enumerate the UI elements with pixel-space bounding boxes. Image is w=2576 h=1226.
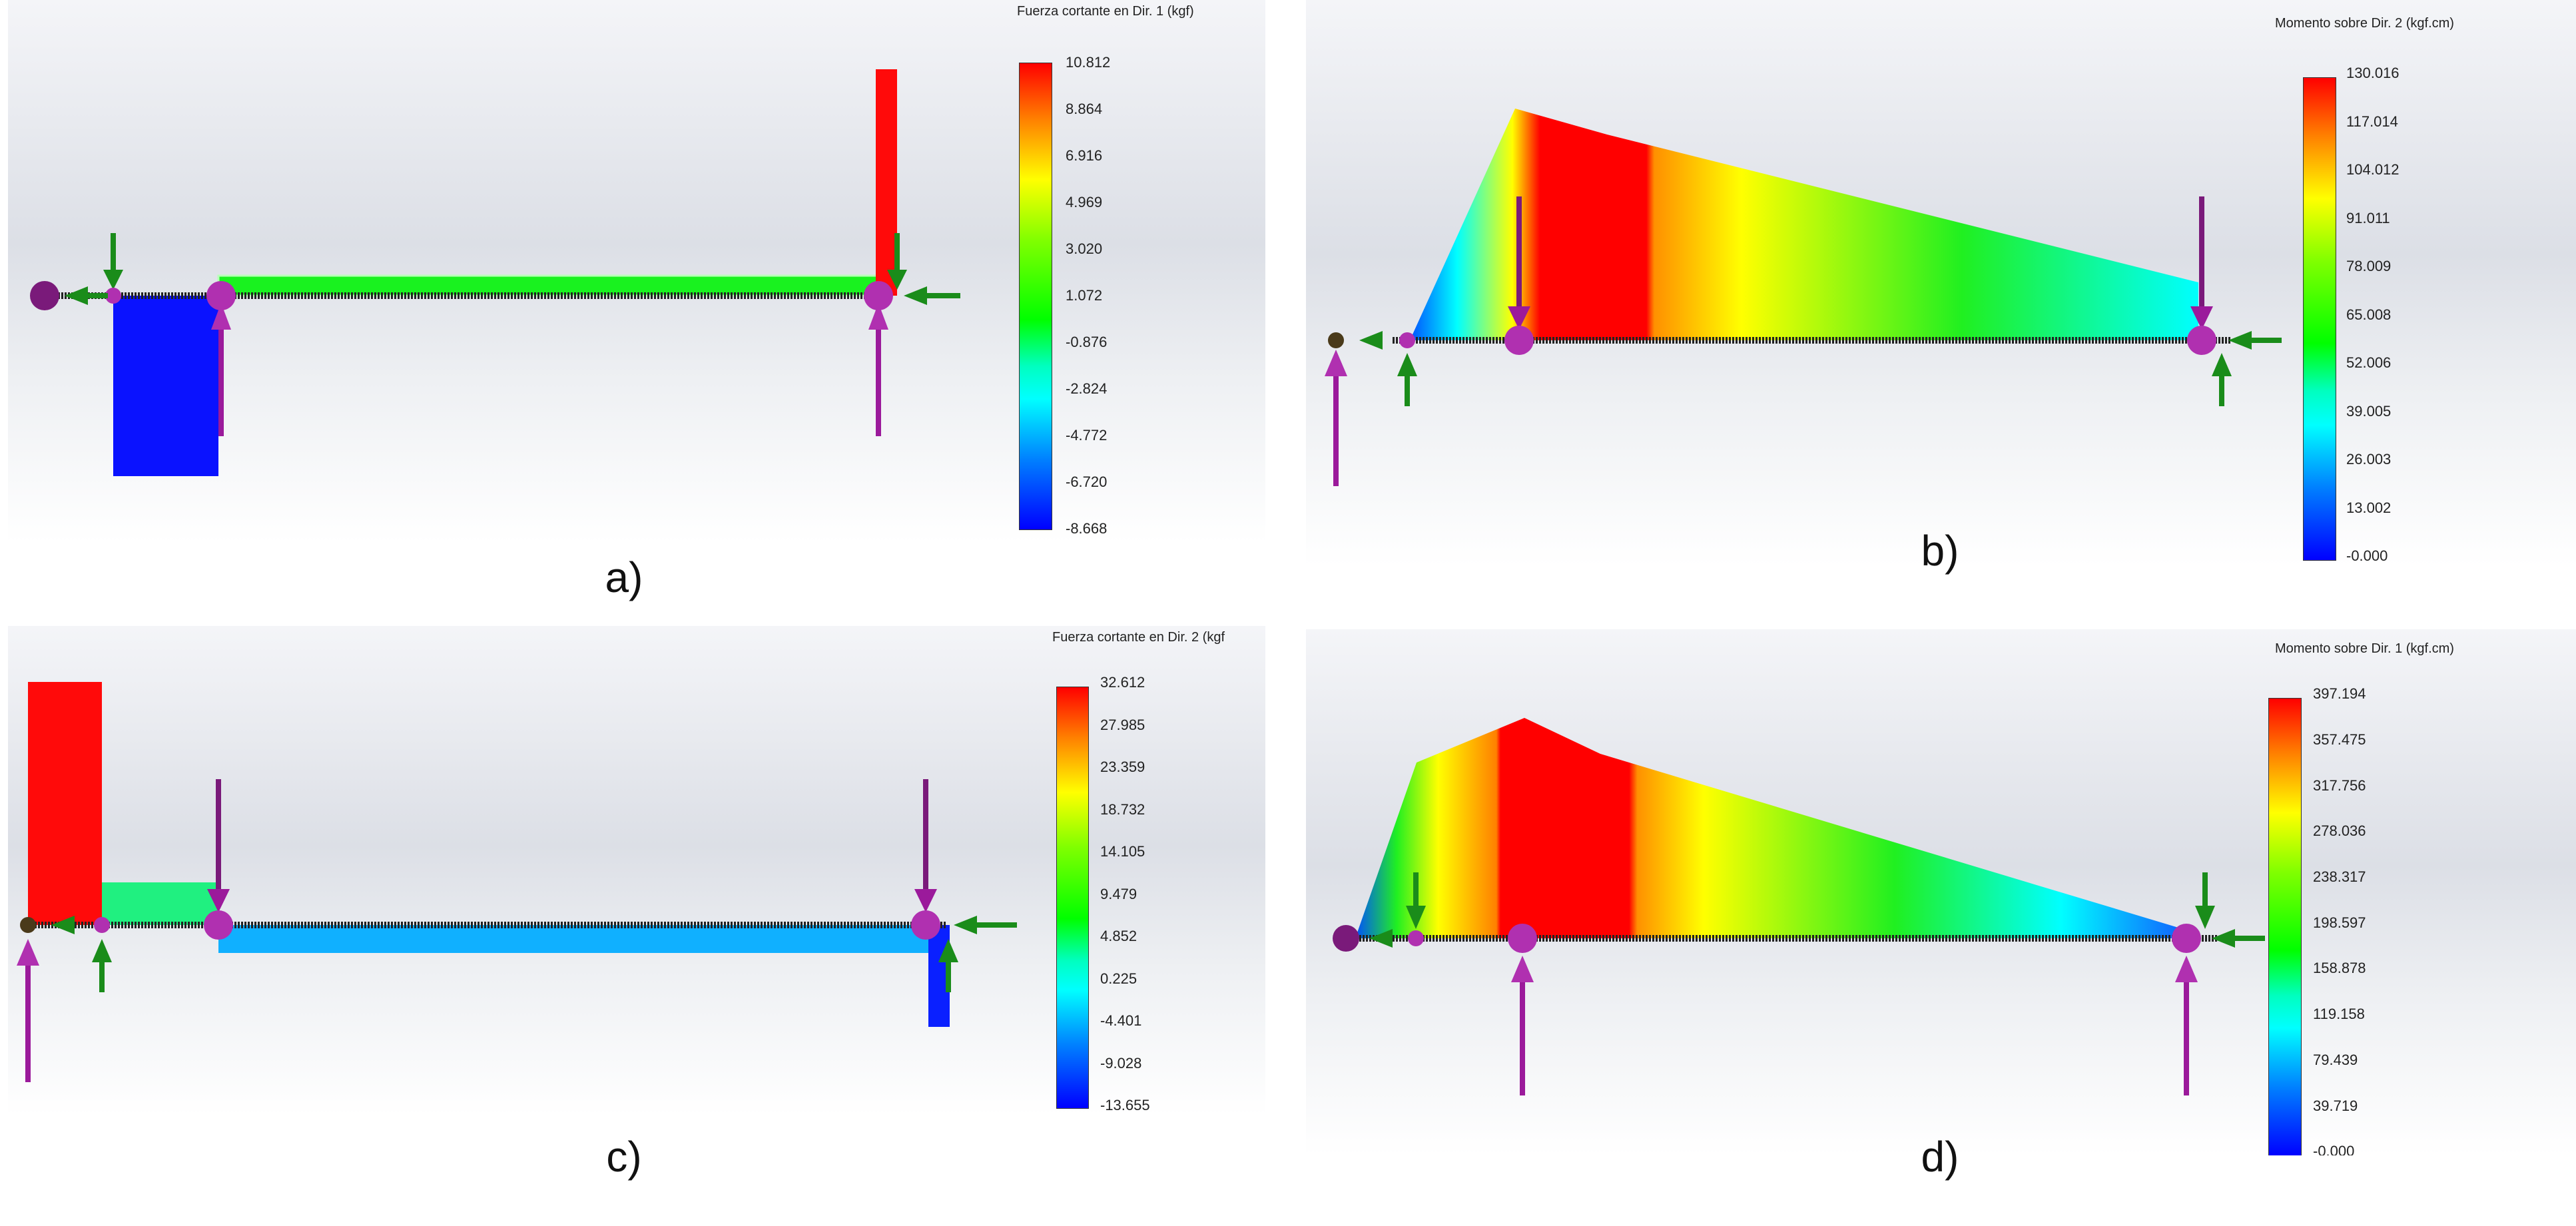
fixture-arrow-icon xyxy=(2212,331,2282,406)
shear-diagram-a xyxy=(30,69,960,476)
panel-caption-b: b) xyxy=(1921,527,1959,575)
reaction-arrow-icon xyxy=(1508,924,1537,1095)
fixture-arrow-icon xyxy=(887,233,960,305)
legend-tick: 13.002 xyxy=(2346,499,2392,516)
legend-tick: 18.732 xyxy=(1100,801,1145,818)
reaction-arrow-icon xyxy=(1325,332,1347,486)
legend-tick: 158.878 xyxy=(2313,960,2366,976)
fixed-support-icon xyxy=(1333,925,1359,952)
reaction-arrow-icon xyxy=(2172,924,2201,1095)
reaction-arrow-icon xyxy=(206,281,236,436)
legend-tick: -2.824 xyxy=(1066,380,1108,397)
panel-c-shear-dir2: Fuerza cortante en Dir. 2 (kgf 32.612 27… xyxy=(8,626,1265,1115)
legend-tick: 278.036 xyxy=(2313,822,2366,839)
legend-tick: 1.072 xyxy=(1066,287,1103,304)
legend-title: Fuerza cortante en Dir. 2 (kgf xyxy=(1052,630,1225,645)
legend-tick: -9.028 xyxy=(1100,1055,1142,1072)
panel-caption-d: d) xyxy=(1921,1133,1959,1181)
fixture-arrow-icon xyxy=(51,916,112,992)
color-scale-bar xyxy=(1056,687,1089,1109)
fixture-arrow-icon xyxy=(1359,331,1417,406)
fixture-arrow-icon xyxy=(2195,872,2265,948)
shear-block-max xyxy=(28,682,102,925)
legend-title: Momento sobre Dir. 2 (kgf.cm) xyxy=(2275,16,2454,31)
moment-diagram-b xyxy=(1325,109,2282,486)
panel-b-moment-dir2: Momento sobre Dir. 2 (kgf.cm) 130.016 11… xyxy=(1306,0,2576,566)
panel-d-moment-dir1: Momento sobre Dir. 1 (kgf.cm) 397.194 35… xyxy=(1306,629,2576,1155)
legend-tick: 79.439 xyxy=(2313,1052,2358,1068)
legend-tick: 238.317 xyxy=(2313,868,2366,885)
moment-area xyxy=(1355,718,2185,938)
legend-tick: 3.020 xyxy=(1066,240,1103,257)
legend-tick: -0.000 xyxy=(2346,547,2388,564)
legend-tick: 27.985 xyxy=(1100,717,1145,733)
legend-tick: 4.852 xyxy=(1100,928,1137,944)
legend-tick: 357.475 xyxy=(2313,731,2366,748)
legend-tick: 104.012 xyxy=(2346,161,2400,178)
fixture-arrow-icon xyxy=(1369,872,1426,948)
moment-area xyxy=(1410,109,2198,340)
shear-spike-max xyxy=(876,69,897,296)
legend-tick: -13.655 xyxy=(1100,1097,1150,1113)
legend-tick: -6.720 xyxy=(1066,473,1108,490)
legend-tick: 39.005 xyxy=(2346,403,2392,420)
load-arrow-icon xyxy=(2187,196,2216,355)
reaction-arrow-icon xyxy=(864,281,893,436)
reaction-arrow-icon xyxy=(17,917,39,1082)
legend-tick: 78.009 xyxy=(2346,258,2392,274)
legend-title: Momento sobre Dir. 1 (kgf.cm) xyxy=(2275,641,2454,656)
legend-tick: -0.000 xyxy=(2313,1143,2355,1155)
legend-tick: -4.401 xyxy=(1100,1012,1142,1029)
legend-tick: 9.479 xyxy=(1100,886,1137,902)
fixture-arrow-icon xyxy=(30,233,123,310)
legend-title: Fuerza cortante en Dir. 1 (kgf) xyxy=(1017,4,1194,19)
legend-tick: 65.008 xyxy=(2346,306,2392,323)
load-arrow-icon xyxy=(204,779,233,940)
legend-tick: 8.864 xyxy=(1066,101,1103,117)
legend-tick: 397.194 xyxy=(2313,685,2366,702)
legend-tick: -4.772 xyxy=(1066,427,1108,444)
legend-tick: 32.612 xyxy=(1100,674,1145,691)
color-scale-bar xyxy=(2303,77,2336,561)
legend-tick: 52.006 xyxy=(2346,354,2392,371)
legend-tick: 39.719 xyxy=(2313,1097,2358,1114)
legend-tick: 198.597 xyxy=(2313,914,2366,931)
legend-tick: -8.668 xyxy=(1066,520,1108,537)
shear-diagram-c xyxy=(17,682,1017,1082)
panel-caption-c: c) xyxy=(606,1133,642,1181)
load-arrow-icon xyxy=(911,779,940,940)
panel-caption-a: a) xyxy=(605,553,643,601)
legend-tick: 130.016 xyxy=(2346,65,2400,81)
legend-tick: -0.876 xyxy=(1066,334,1108,350)
fixture-arrow-icon xyxy=(938,916,1017,992)
legend-tick: 6.916 xyxy=(1066,147,1103,164)
legend-tick: 14.105 xyxy=(1100,843,1145,860)
color-scale-bar xyxy=(2268,698,2302,1155)
legend-tick: 119.158 xyxy=(2313,1006,2365,1022)
legend-tick: 317.756 xyxy=(2313,777,2366,794)
panel-a-shear-dir1: Fuerza cortante en Dir. 1 (kgf) 10.812 8… xyxy=(8,0,1265,543)
load-arrow-icon xyxy=(1504,196,1534,355)
shear-block-negative xyxy=(218,925,928,953)
legend-tick: 10.812 xyxy=(1066,54,1111,71)
legend-tick: 0.225 xyxy=(1100,970,1137,987)
legend-tick: 26.003 xyxy=(2346,451,2392,467)
legend-tick: 4.969 xyxy=(1066,194,1103,210)
legend-tick: 23.359 xyxy=(1100,759,1145,775)
legend-tick: 91.011 xyxy=(2346,210,2390,226)
color-scale-bar xyxy=(1019,63,1052,530)
legend-tick: 117.014 xyxy=(2346,113,2398,130)
shear-block-negative xyxy=(113,296,218,476)
shear-block-positive xyxy=(102,882,218,925)
moment-diagram-d xyxy=(1333,718,2265,1095)
